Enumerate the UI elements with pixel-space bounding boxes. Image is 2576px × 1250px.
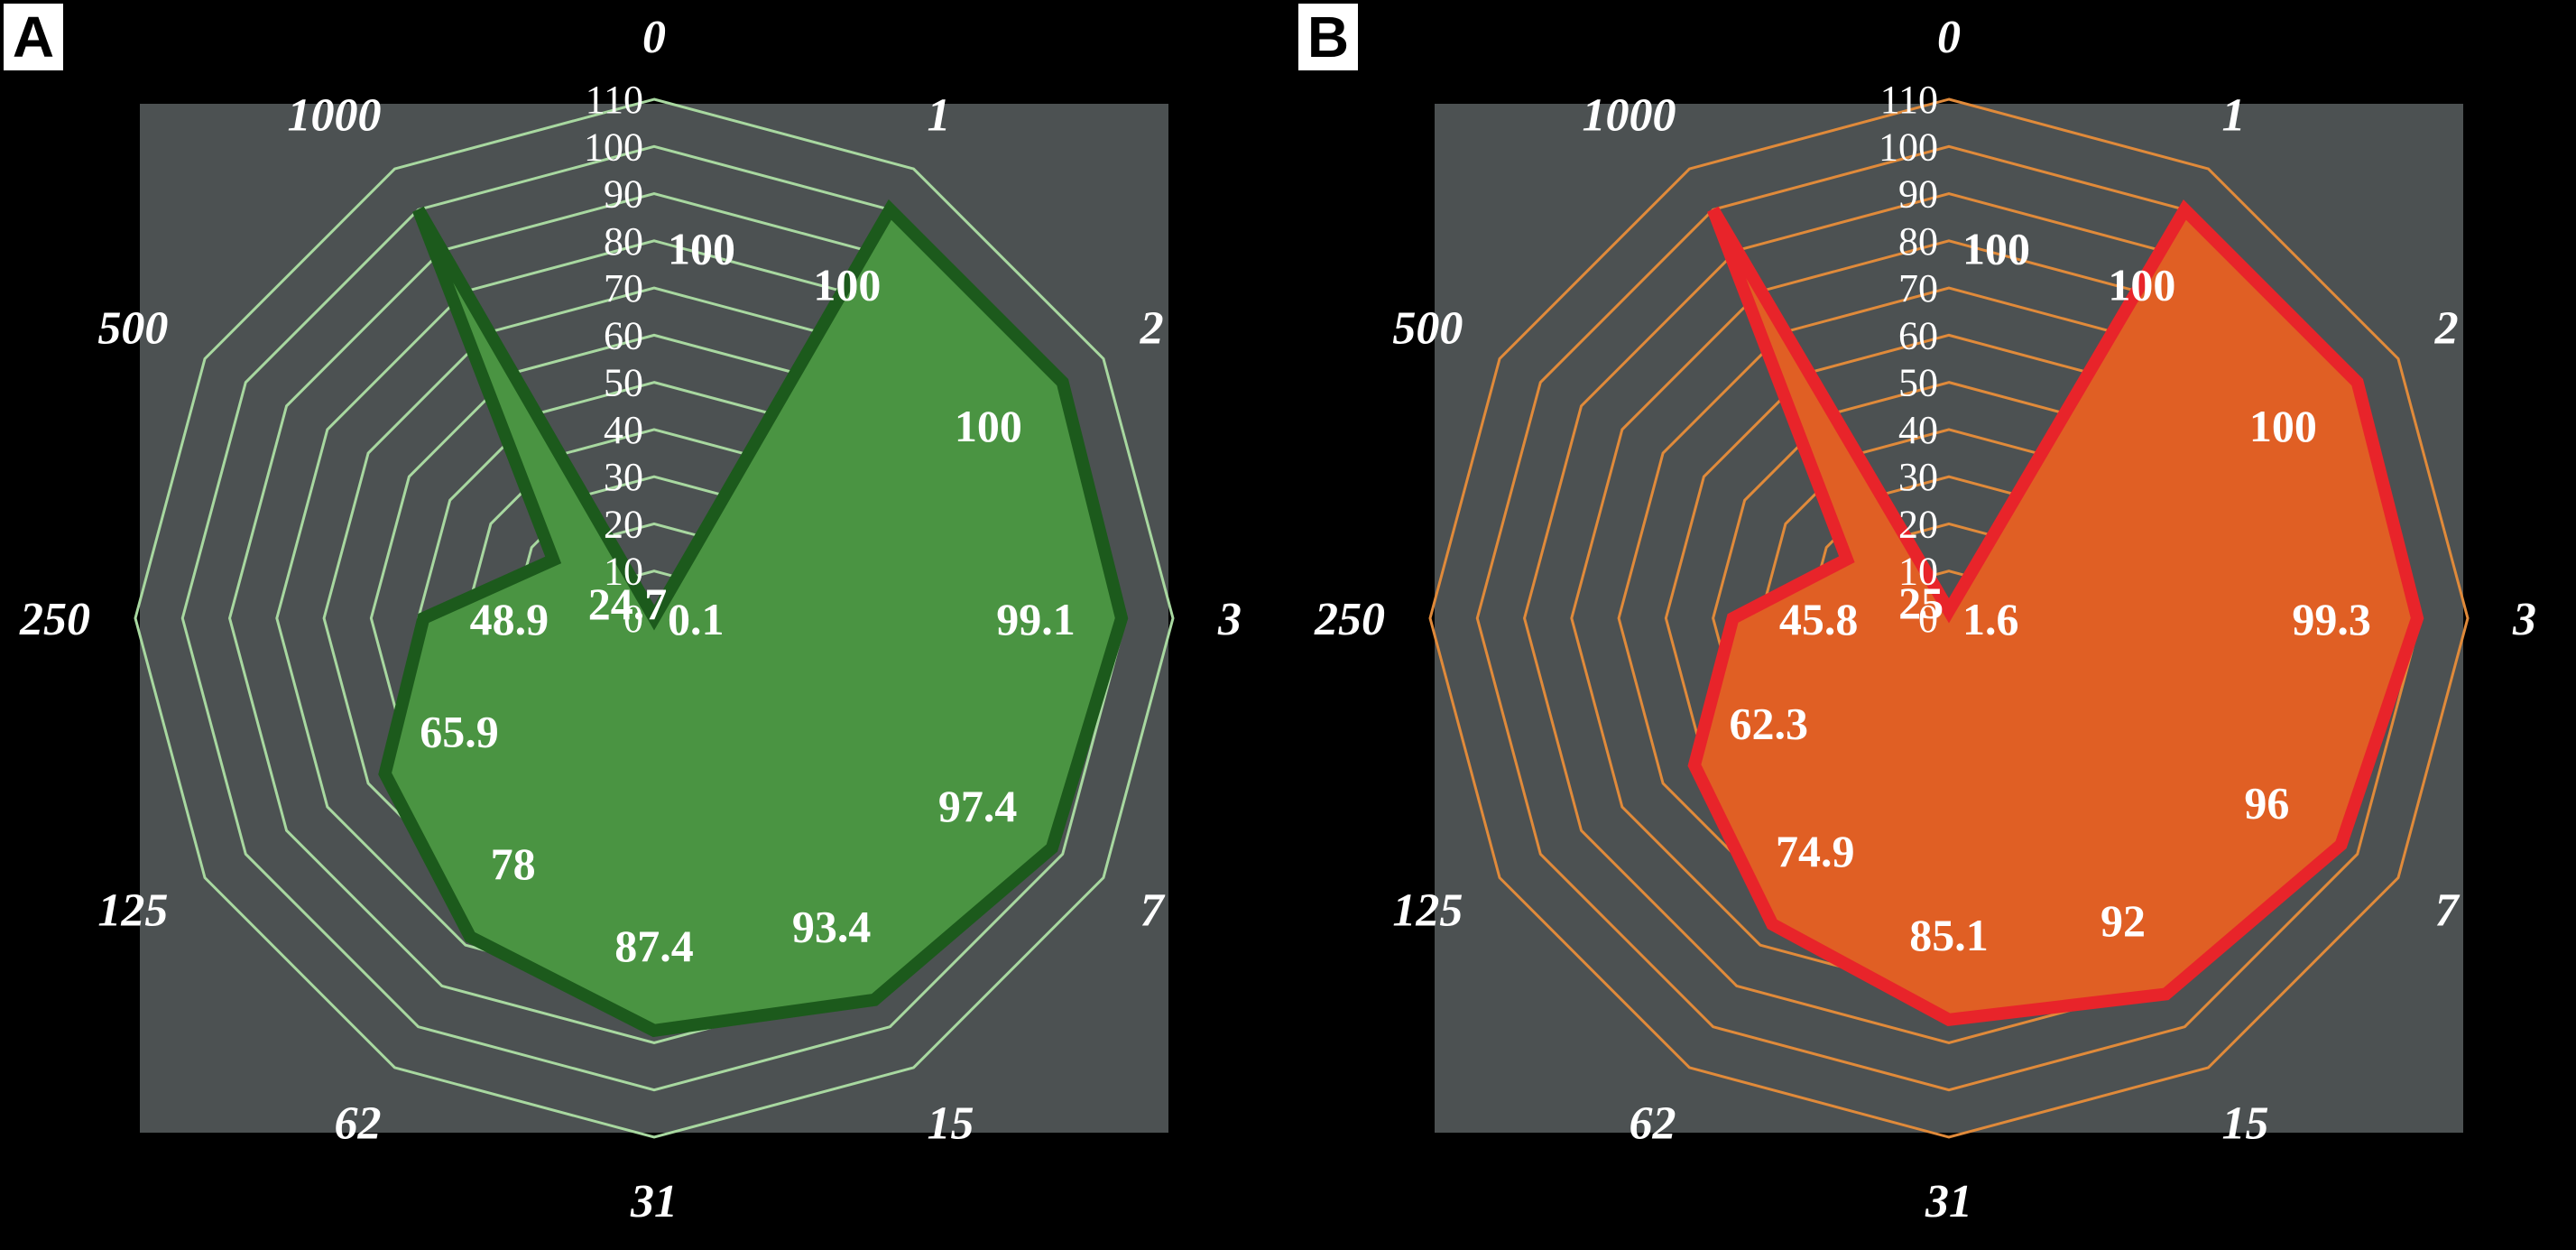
data-label: 48.9 <box>470 594 549 644</box>
panel-label-b: B <box>1298 4 1358 70</box>
radar-panel-a: 0 10 20 30 40 50 60 70 80 90 100 110 0 1 2 3 7 15 31 62 125 2… <box>0 0 1281 1250</box>
category-label: 15 <box>928 1098 974 1150</box>
data-label: 1.6 <box>1962 594 2019 644</box>
radial-tick-label: 20 <box>604 502 643 546</box>
data-label: 93.4 <box>792 902 872 952</box>
category-label: 250 <box>1314 594 1385 645</box>
radial-tick-label: 70 <box>1898 266 1938 310</box>
data-label: 85.1 <box>1909 910 1989 960</box>
category-label: 1000 <box>288 89 382 141</box>
radial-tick-label: 80 <box>604 219 643 264</box>
category-label: 31 <box>1925 1176 1972 1227</box>
category-label: 1000 <box>1583 89 1676 141</box>
category-label: 2 <box>1140 303 1164 355</box>
radial-tick-label: 50 <box>1898 361 1938 405</box>
data-label: 96 <box>2244 777 2289 828</box>
data-label: 100 <box>1962 223 2030 273</box>
data-label: 97.4 <box>938 781 1018 831</box>
radial-tick-label: 100 <box>584 125 643 169</box>
radial-tick-label: 10 <box>604 550 643 594</box>
grid-ring-110 <box>1428 97 2470 1139</box>
category-label: 1 <box>2222 89 2246 141</box>
data-label: 100 <box>813 260 881 310</box>
category-label: 31 <box>630 1176 678 1227</box>
data-label: 25 <box>1898 578 1944 628</box>
data-label: 100 <box>2108 260 2175 310</box>
category-label: 125 <box>97 885 168 937</box>
data-label: 24.7 <box>588 579 668 629</box>
radial-tick-label: 40 <box>604 408 643 452</box>
radial-tick-label: 60 <box>604 313 643 357</box>
radial-tick-label: 50 <box>604 361 643 405</box>
data-label: 45.8 <box>1779 594 1859 644</box>
radar-chart-b: 0102030405060708090100110012371531621252… <box>1314 12 2536 1227</box>
grid-ring-110 <box>134 97 1175 1139</box>
category-label: 62 <box>335 1098 382 1150</box>
radar-panel-b: 0 10 20 30 40 50 60 70 80 90 100 110 0 1 2 3 7 15 31 62 125 2… <box>1295 0 2576 1250</box>
data-label: 100 <box>2249 401 2317 451</box>
radial-tick-label: 90 <box>604 172 643 217</box>
data-area <box>1687 199 2424 1027</box>
data-area <box>378 199 1129 1038</box>
radial-tick-label: 80 <box>1898 219 1938 264</box>
data-label: 100 <box>955 401 1022 451</box>
category-label: 0 <box>642 12 666 63</box>
radar-chart-a: 0102030405060708090100110012371531621252… <box>19 12 1242 1227</box>
radial-tick-label: 110 <box>1880 78 1938 122</box>
data-label: 62.3 <box>1729 698 1808 748</box>
category-label: 0 <box>1937 12 1961 63</box>
category-label: 7 <box>2435 885 2461 937</box>
data-label: 87.4 <box>614 921 694 971</box>
category-label: 2 <box>2434 303 2459 355</box>
data-label: 65.9 <box>420 707 499 757</box>
radial-tick-label: 90 <box>1898 172 1938 217</box>
data-label: 99.3 <box>2292 594 2371 644</box>
data-label: 100 <box>668 223 735 273</box>
category-label: 3 <box>2512 594 2536 645</box>
data-label: 99.1 <box>996 594 1076 644</box>
radial-tick-label: 70 <box>604 266 643 310</box>
panel-label-a: A <box>4 4 63 70</box>
category-label: 7 <box>1140 885 1166 937</box>
category-label: 500 <box>97 303 168 355</box>
radial-tick-label: 40 <box>1898 408 1938 452</box>
data-label: 74.9 <box>1776 826 1855 876</box>
category-label: 15 <box>2222 1098 2269 1150</box>
radial-tick-label: 30 <box>604 455 643 499</box>
category-label: 62 <box>1630 1098 1676 1150</box>
radial-tick-label: 10 <box>1898 550 1938 594</box>
category-label: 250 <box>19 594 90 645</box>
category-label: 500 <box>1392 303 1463 355</box>
radial-tick-label: 60 <box>1898 313 1938 357</box>
radial-tick-label: 110 <box>586 78 643 122</box>
radial-tick-label: 0 <box>623 597 643 641</box>
radial-tick-label: 20 <box>1898 502 1938 546</box>
data-label: 0.1 <box>668 594 725 644</box>
data-label: 78 <box>491 838 536 889</box>
radial-tick-label: 100 <box>1879 125 1938 169</box>
radial-tick-label: 0 <box>1918 597 1938 641</box>
category-label: 1 <box>928 89 951 141</box>
category-label: 3 <box>1217 594 1242 645</box>
category-label: 125 <box>1392 885 1463 937</box>
radial-tick-label: 30 <box>1898 455 1938 499</box>
data-label: 92 <box>2101 895 2146 946</box>
